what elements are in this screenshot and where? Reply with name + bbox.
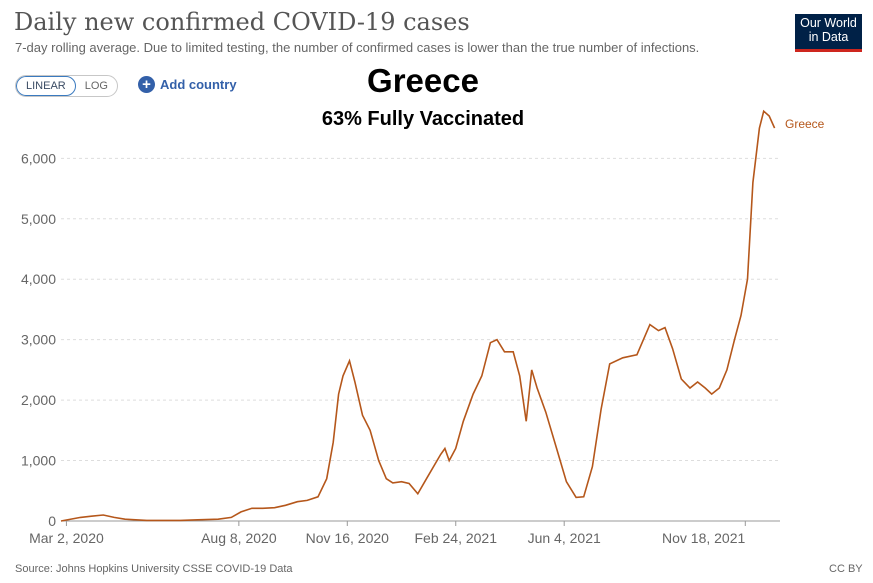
- logo-line-1: Our World: [800, 16, 857, 30]
- y-tick-label: 1,000: [21, 453, 56, 469]
- y-axis-ticks: 0 1,000 2,000 3,000 4,000 5,000 6,000: [21, 150, 56, 529]
- y-tick-label: 4,000: [21, 271, 56, 287]
- overlay-subheading: 63% Fully Vaccinated: [321, 108, 525, 130]
- y-tick-label: 2,000: [21, 392, 56, 408]
- logo-line-2: in Data: [808, 30, 849, 44]
- x-tick-label: Aug 8, 2020: [201, 530, 277, 546]
- add-country-button[interactable]: + Add country: [138, 76, 237, 93]
- y-tick-label: 0: [48, 513, 56, 529]
- y-tick-label: 5,000: [21, 211, 56, 227]
- x-tick-label: Jun 4, 2021: [528, 530, 601, 546]
- plus-circle-icon: +: [138, 76, 155, 93]
- y-tick-label: 3,000: [21, 332, 56, 348]
- license-label[interactable]: CC BY: [829, 563, 863, 575]
- grid-lines: [61, 157, 780, 462]
- log-scale-button[interactable]: LOG: [84, 80, 108, 92]
- add-country-label: Add country: [160, 77, 237, 92]
- owid-logo[interactable]: Our World in Data: [795, 14, 862, 52]
- y-tick-label: 6,000: [21, 150, 56, 166]
- overlay-heading: Greece: [367, 62, 479, 99]
- series-line-greece[interactable]: [60, 109, 776, 522]
- series-label-greece: Greece: [785, 117, 825, 131]
- x-tick-label: Mar 2, 2020: [29, 530, 104, 546]
- chart-subtitle: 7-day rolling average. Due to limited te…: [15, 40, 700, 55]
- x-axis-ticks: Mar 2, 2020 Aug 8, 2020 Nov 16, 2020 Feb 24…: [29, 521, 746, 546]
- x-tick-label: Feb 24, 2021: [414, 530, 497, 546]
- x-tick-label: Nov 18, 2021: [662, 530, 745, 546]
- scale-toggle: LINEAR LOG: [15, 75, 118, 97]
- chart-title: Daily new confirmed COVID-19 cases: [14, 8, 470, 36]
- linear-scale-button[interactable]: LINEAR: [16, 76, 76, 96]
- x-tick-label: Nov 16, 2020: [306, 530, 389, 546]
- source-note[interactable]: Source: Johns Hopkins University CSSE CO…: [15, 563, 293, 575]
